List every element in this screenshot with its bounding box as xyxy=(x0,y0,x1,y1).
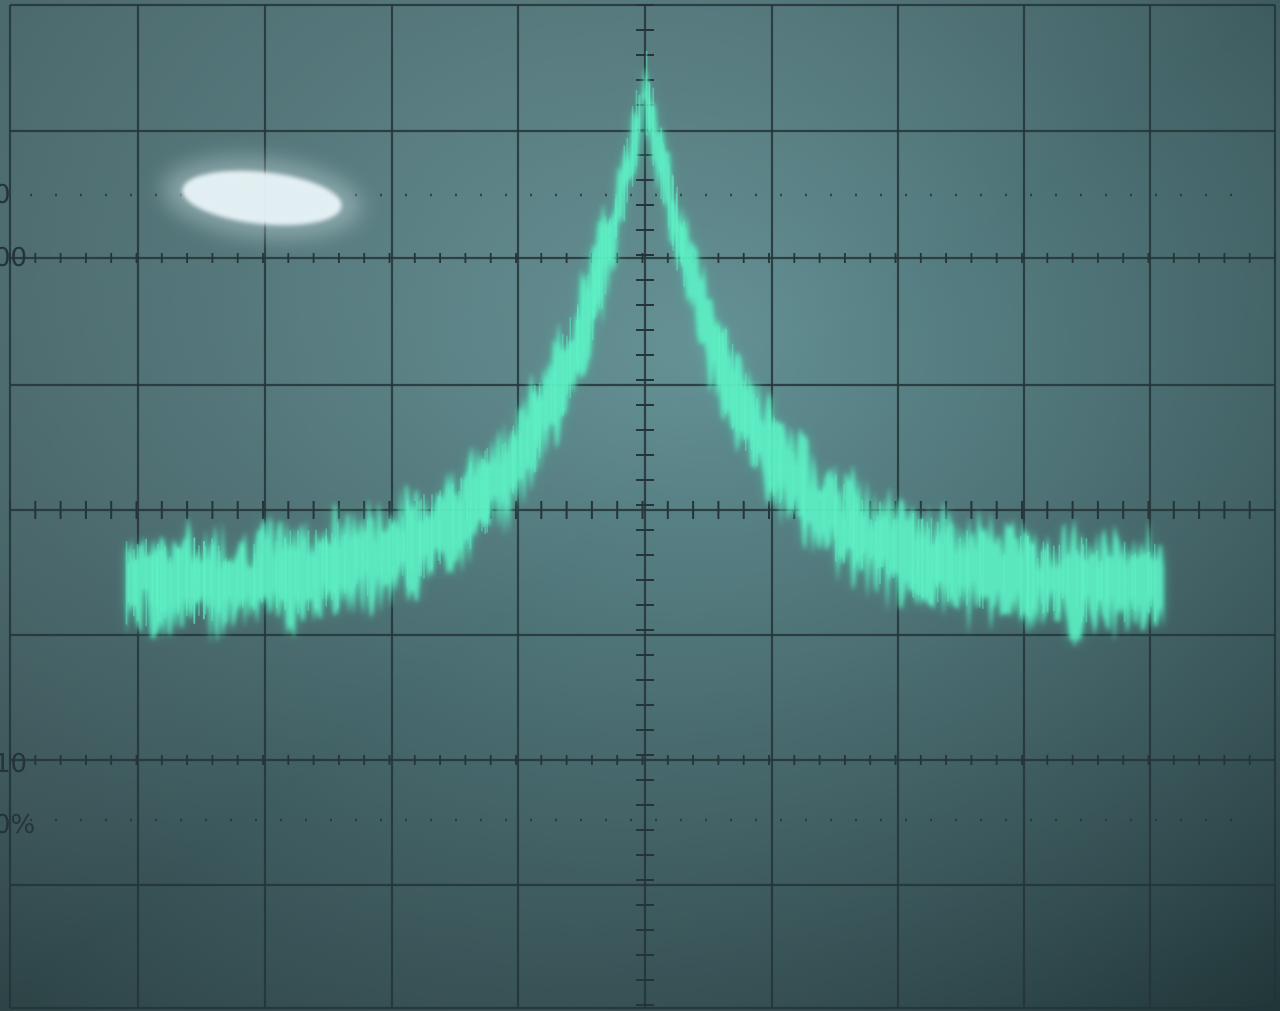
graticule-percent-label: 00 xyxy=(0,243,27,273)
graticule-percent-label: 0% xyxy=(0,810,35,840)
graticule-grid xyxy=(8,3,1277,1010)
graticule-percent-label: 0 xyxy=(0,180,11,210)
glare-halo xyxy=(162,156,362,240)
waveform-trace xyxy=(125,51,1164,648)
graticule-percent-label: 10 xyxy=(0,749,27,779)
